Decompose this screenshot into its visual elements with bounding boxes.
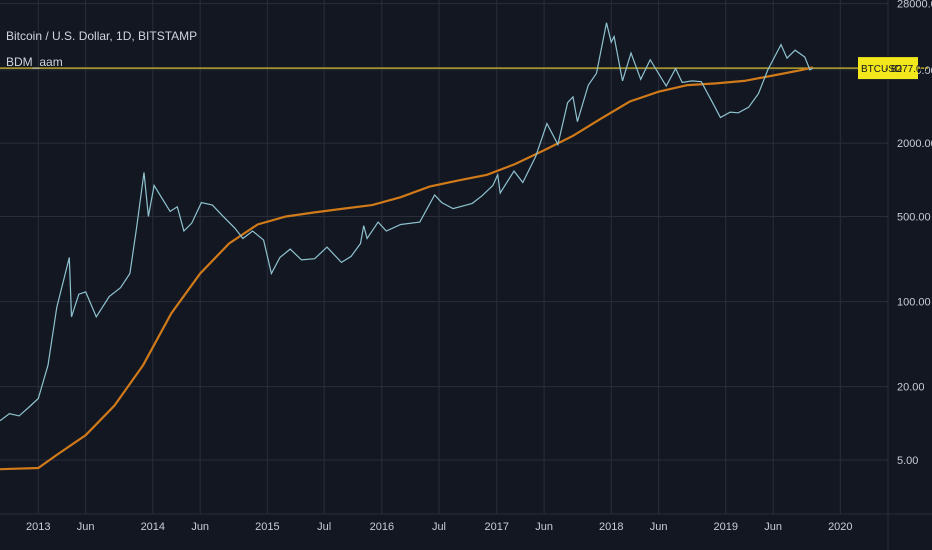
price-badge-separator: - — [885, 64, 888, 75]
x-tick-label: Jun — [535, 521, 553, 533]
x-tick-label: Jun — [191, 521, 209, 533]
price-badge-symbol: BTCUSD — [861, 64, 902, 75]
x-axis: 2013 Jun 2014 Jun 2015 Jul 2016 Jul 2017 Jun 2018 J… — [26, 521, 853, 533]
indicator-series-line — [0, 66, 813, 471]
indicator-label: BDM_aam — [6, 55, 63, 69]
y-tick-label: 2000.00 — [897, 138, 932, 150]
y-tick-label: 100.00 — [897, 297, 931, 309]
y-tick-label: 500.00 — [897, 211, 931, 223]
x-tick-label: 2013 — [26, 521, 50, 533]
price-badge: BTCUSD - 8277.01 — [858, 57, 928, 80]
x-tick-label: Jun — [77, 521, 95, 533]
x-tick-label: 2016 — [370, 521, 394, 533]
x-tick-label: Jul — [317, 521, 331, 533]
x-tick-label: Jun — [650, 521, 668, 533]
x-tick-label: Jun — [764, 521, 782, 533]
symbol-title: Bitcoin / U.S. Dollar, 1D, BITSTAMP — [6, 29, 197, 43]
x-tick-label: 2015 — [255, 521, 279, 533]
x-tick-label: 2014 — [141, 521, 165, 533]
x-tick-label: 2019 — [714, 521, 738, 533]
price-badge-value: 8277.01 — [891, 64, 928, 75]
x-tick-label: 2018 — [599, 521, 623, 533]
x-tick-label: 2020 — [828, 521, 852, 533]
y-tick-label: 20.00 — [897, 382, 925, 394]
x-tick-label: 2017 — [484, 521, 508, 533]
y-tick-label: 28000.00 — [897, 0, 932, 11]
x-tick-label: Jul — [432, 521, 446, 533]
price-badge-background — [858, 57, 918, 80]
y-tick-label: 5.00 — [897, 455, 918, 467]
price-series-line — [0, 22, 814, 422]
